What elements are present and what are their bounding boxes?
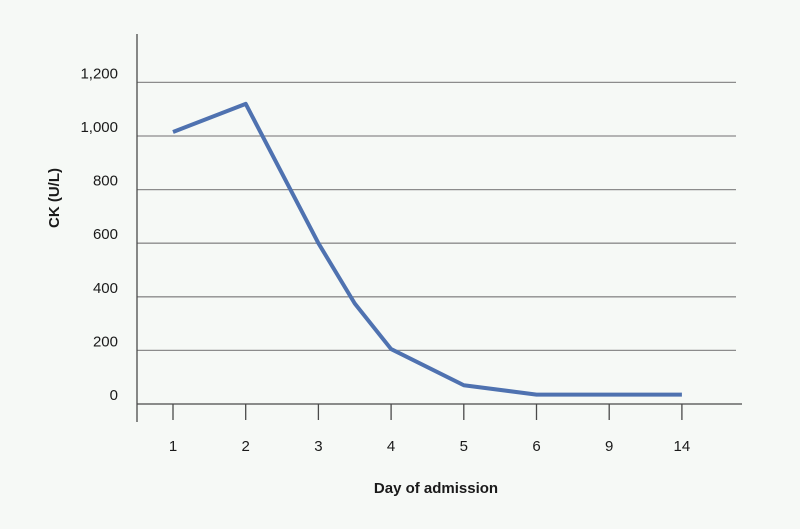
x-ticks: 1 2 3 4 5 6 9 14: [169, 404, 690, 455]
y-tick-label: 400: [93, 280, 118, 297]
x-tick-label: 3: [314, 438, 322, 455]
x-tick-label: 2: [242, 438, 250, 455]
x-tick-label: 4: [387, 438, 395, 455]
y-tick-label: 800: [93, 173, 118, 190]
x-tick-label: 6: [532, 438, 540, 455]
x-axis-title: Day of admission: [374, 480, 498, 497]
y-tick-labels: 0 200 400 600 800 1,000 1,200: [80, 65, 118, 404]
x-tick-label: 14: [674, 438, 691, 455]
y-axis-title: CK (U/L): [46, 168, 63, 228]
y-tick-label: 1,200: [80, 65, 118, 82]
y-tick-label: 600: [93, 226, 118, 243]
x-tick-label: 1: [169, 438, 177, 455]
y-tick-label: 1,000: [80, 119, 118, 136]
y-tick-label: 0: [110, 387, 118, 404]
x-tick-label: 5: [460, 438, 468, 455]
series: [172, 101, 682, 397]
gridlines: [137, 81, 736, 352]
axes: [136, 34, 742, 422]
series-line: [172, 101, 682, 397]
x-tick-label: 9: [605, 438, 613, 455]
y-tick-label: 200: [93, 333, 118, 350]
